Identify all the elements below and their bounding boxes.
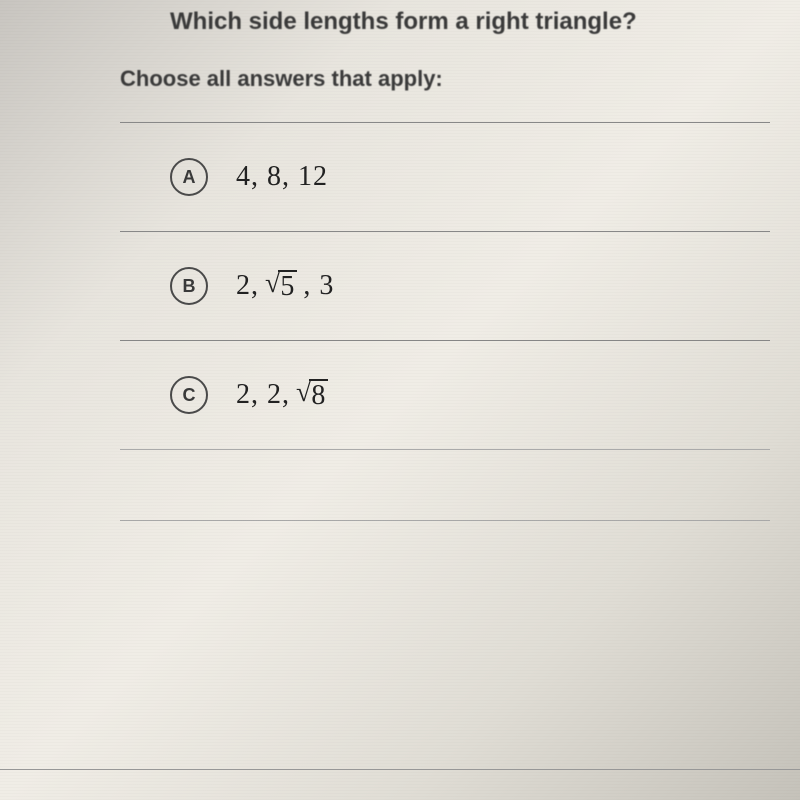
option-letter-b: B xyxy=(170,267,208,305)
question-text: Which side lengths form a right triangle… xyxy=(30,0,770,66)
option-letter-a: A xyxy=(170,158,208,196)
option-a[interactable]: A 4, 8, 12 xyxy=(120,122,770,231)
option-text-a: 4, 8, 12 xyxy=(236,161,328,193)
option-c[interactable]: C 2, 2, √ 8 xyxy=(120,340,770,450)
quiz-container: Which side lengths form a right triangle… xyxy=(0,0,800,521)
bottom-divider xyxy=(0,769,800,770)
options-list: A 4, 8, 12 B 2, √ 5 , 3 C 2, 2, √ xyxy=(30,122,770,450)
option-text-b: 2, √ 5 , 3 xyxy=(236,270,334,303)
instruction-text: Choose all answers that apply: xyxy=(30,66,770,122)
divider xyxy=(120,520,770,521)
sqrt-icon: √ 5 xyxy=(265,270,297,303)
option-b[interactable]: B 2, √ 5 , 3 xyxy=(120,231,770,340)
sqrt-icon: √ 8 xyxy=(296,379,328,412)
option-text-c: 2, 2, √ 8 xyxy=(236,379,328,412)
option-letter-c: C xyxy=(170,376,208,414)
